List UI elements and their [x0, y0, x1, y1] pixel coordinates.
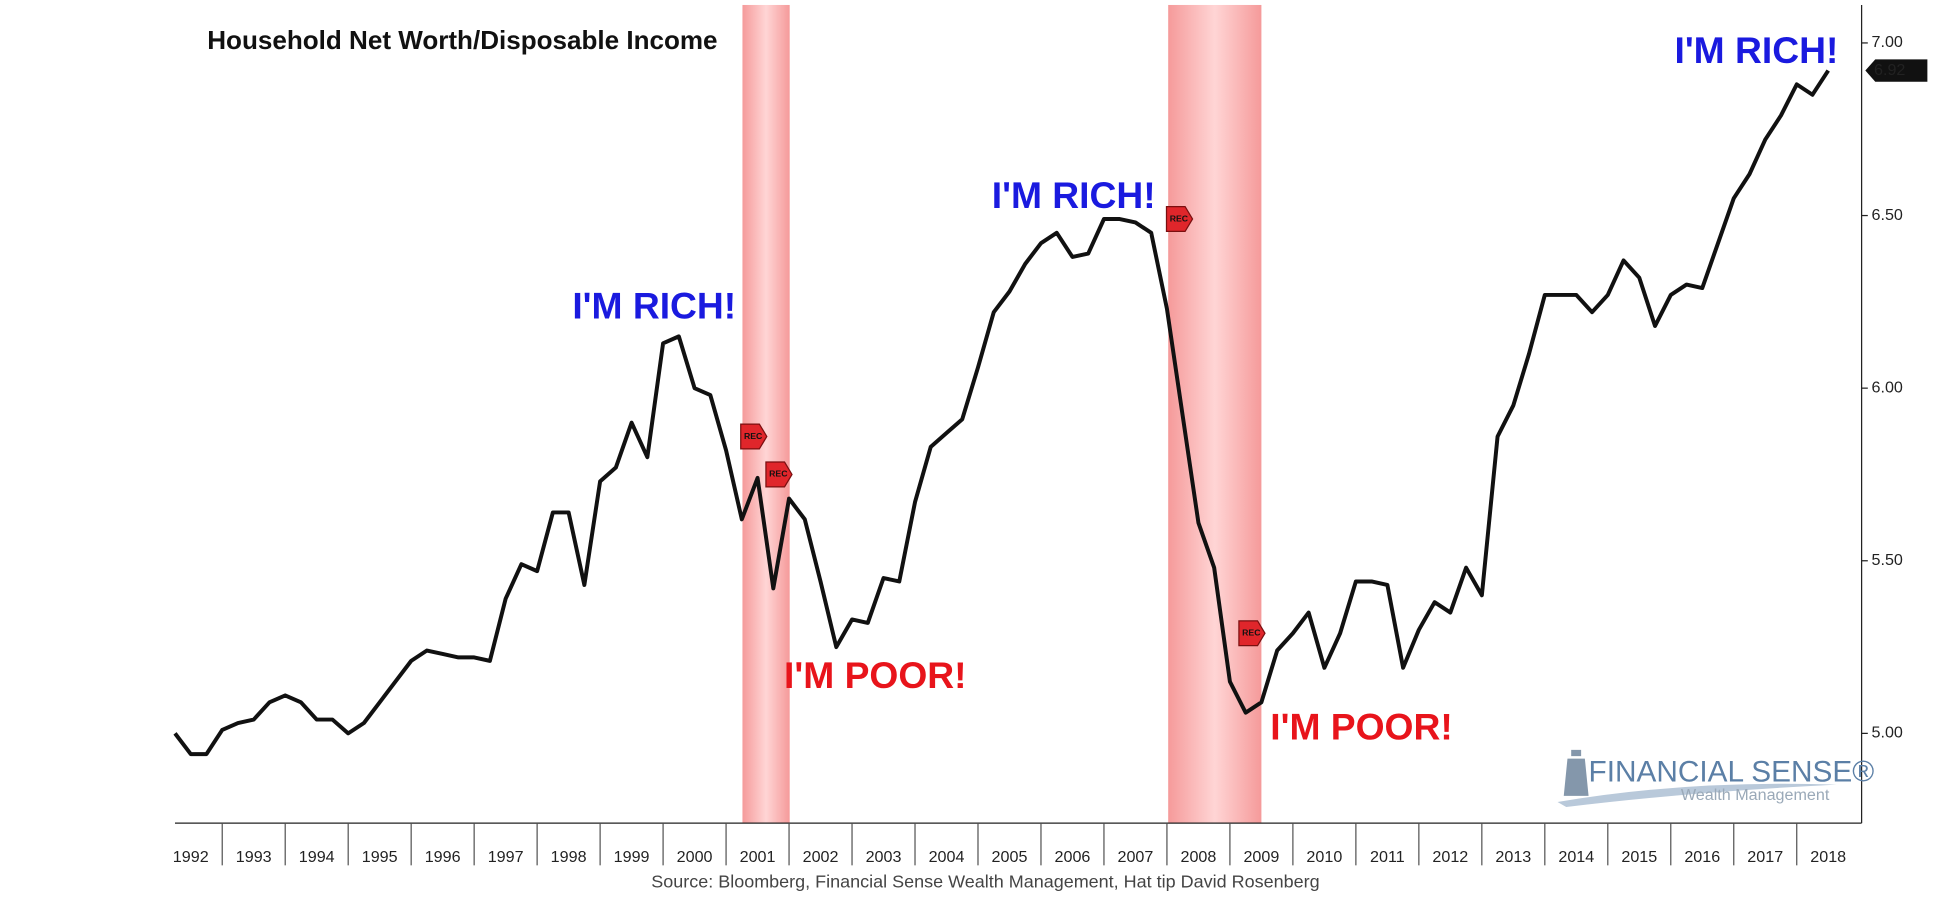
annotation: I'M RICH! — [992, 174, 1156, 216]
annotation: I'M RICH! — [1674, 29, 1838, 71]
x-tick-label: 2013 — [1495, 848, 1531, 866]
last-value-label: 6.92 — [1874, 61, 1905, 79]
x-tick-label: 2002 — [803, 848, 839, 866]
x-tick-label: 2008 — [1180, 848, 1216, 866]
rec-marker-label: REC — [1170, 213, 1189, 223]
x-tick-label: 1995 — [362, 848, 398, 866]
x-tick-label: 2003 — [866, 848, 902, 866]
x-tick-label: 2016 — [1684, 848, 1720, 866]
x-tick-label: 1998 — [551, 848, 587, 866]
recession-band — [742, 4, 790, 824]
x-tick-label: 2007 — [1118, 848, 1154, 866]
y-tick-label: 5.00 — [1872, 724, 1903, 742]
x-tick-label: 2010 — [1306, 848, 1342, 866]
x-tick-label: 1997 — [488, 848, 524, 866]
x-tick-label: 2017 — [1747, 848, 1783, 866]
x-tick-label: 2009 — [1243, 848, 1279, 866]
rec-marker-label: REC — [1242, 628, 1261, 638]
y-tick-label: 6.50 — [1872, 206, 1903, 224]
annotation: I'M RICH! — [572, 285, 736, 327]
rec-marker — [740, 423, 768, 450]
last-value-tag — [1865, 59, 1928, 82]
logo-tagline: Wealth Management — [1681, 786, 1830, 804]
y-tick-label: 5.50 — [1872, 551, 1903, 569]
x-tick-label: 2001 — [740, 848, 776, 866]
chart-title: Household Net Worth/Disposable Income — [207, 25, 717, 55]
logo-name: FINANCIAL SENSE® — [1589, 755, 1875, 788]
y-tick-label: 6.00 — [1872, 378, 1903, 396]
line — [173, 69, 1830, 757]
x-tick-label: 2005 — [992, 848, 1028, 866]
logo: FINANCIAL SENSE® Wealth Management — [1557, 749, 1875, 807]
rec-marker-label: REC — [744, 431, 763, 441]
x-tick-label: 1994 — [299, 848, 335, 866]
x-tick-label: 1992 — [173, 848, 209, 866]
x-tick-label: 2014 — [1558, 848, 1594, 866]
x-tick-label: 2006 — [1055, 848, 1091, 866]
x-tick-label: 2004 — [929, 848, 965, 866]
x-tick-label: 2000 — [677, 848, 713, 866]
x-tick-label: 2012 — [1432, 848, 1468, 866]
x-tick-label: 1996 — [425, 848, 461, 866]
rec-marker-label: REC — [769, 469, 788, 479]
x-tick-label: 1999 — [614, 848, 650, 866]
x-tick-label: 1993 — [236, 848, 272, 866]
recession-bands — [742, 4, 1262, 824]
rec-marker — [1165, 205, 1194, 233]
x-tick-label: 2018 — [1810, 848, 1846, 866]
x-tick-label: 2011 — [1370, 848, 1405, 866]
y-tick-label: 7.00 — [1872, 33, 1903, 51]
rec-marker — [1238, 620, 1266, 647]
logo-lighthouse — [1563, 749, 1589, 796]
source: Source: Bloomberg, Financial Sense Wealt… — [651, 871, 1319, 891]
rec-marker — [765, 461, 793, 488]
logo-swoosh — [1557, 783, 1837, 807]
annotation: I'M POOR! — [784, 654, 967, 696]
x-tick-label: 2015 — [1621, 848, 1657, 866]
annotation: I'M POOR! — [1270, 706, 1453, 748]
